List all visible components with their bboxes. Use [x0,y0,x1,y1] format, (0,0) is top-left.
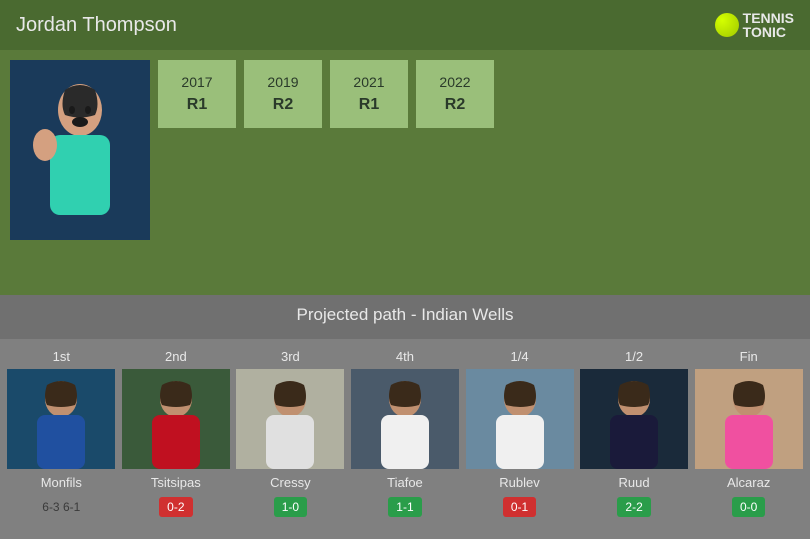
opponent-card: Fin Alcaraz0-0 [695,345,803,533]
round-label: 4th [396,345,414,369]
history-box: 2017 R1 [158,60,236,128]
opponent-name: Alcaraz [727,469,770,497]
history-boxes: 2017 R1 2019 R2 2021 R1 2022 R2 [158,60,494,128]
opponent-name: Ruud [619,469,650,497]
round-label: 3rd [281,345,300,369]
history-result: R2 [273,96,293,114]
opponent-card: 2nd Tsitsipas0-2 [122,345,230,533]
history-result: R2 [445,96,465,114]
logo: TENNIS TONIC [715,11,794,39]
opponent-card: 4th Tiafoe1-1 [351,345,459,533]
history-section: 2017 R1 2019 R2 2021 R1 2022 R2 [0,50,810,295]
h2h-record: 1-1 [388,497,421,517]
history-year: 2019 [267,74,298,90]
projected-path: 1st Monfils6-3 6-12nd Tsitsipas0-23rd Cr… [0,339,810,539]
opponent-name: Tiafoe [387,469,423,497]
opponent-photo [122,369,230,469]
opponent-name: Rublev [499,469,539,497]
player-name: Jordan Thompson [16,14,177,37]
opponent-name: Cressy [270,469,310,497]
logo-text-1: TENNIS [743,11,794,25]
opponent-photo [695,369,803,469]
history-result: R1 [359,96,379,114]
h2h-record: 0-2 [159,497,192,517]
history-box: 2022 R2 [416,60,494,128]
h2h-record: 0-0 [732,497,765,517]
history-year: 2021 [353,74,384,90]
logo-text-2: TONIC [743,25,794,39]
projected-path-title: Projected path - Indian Wells [0,295,810,339]
opponent-photo [236,369,344,469]
opponent-card: 3rd Cressy1-0 [236,345,344,533]
header-bar: Jordan Thompson TENNIS TONIC [0,0,810,50]
tennis-ball-icon [715,13,739,37]
history-year: 2017 [181,74,212,90]
h2h-record: 2-2 [617,497,650,517]
history-box: 2021 R1 [330,60,408,128]
opponent-photo [351,369,459,469]
h2h-record: 0-1 [503,497,536,517]
h2h-record: 6-3 6-1 [34,497,88,517]
opponent-card: 1/2 Ruud2-2 [580,345,688,533]
history-box: 2019 R2 [244,60,322,128]
player-photo [10,60,150,240]
opponent-card: 1st Monfils6-3 6-1 [7,345,115,533]
opponent-name: Monfils [41,469,82,497]
opponent-photo [580,369,688,469]
opponent-card: 1/4 Rublev0-1 [466,345,574,533]
round-label: 2nd [165,345,187,369]
round-label: 1/4 [510,345,528,369]
opponent-photo [7,369,115,469]
h2h-record: 1-0 [274,497,307,517]
round-label: Fin [740,345,758,369]
opponent-photo [466,369,574,469]
opponent-name: Tsitsipas [151,469,201,497]
round-label: 1/2 [625,345,643,369]
round-label: 1st [53,345,70,369]
history-year: 2022 [439,74,470,90]
history-result: R1 [187,96,207,114]
